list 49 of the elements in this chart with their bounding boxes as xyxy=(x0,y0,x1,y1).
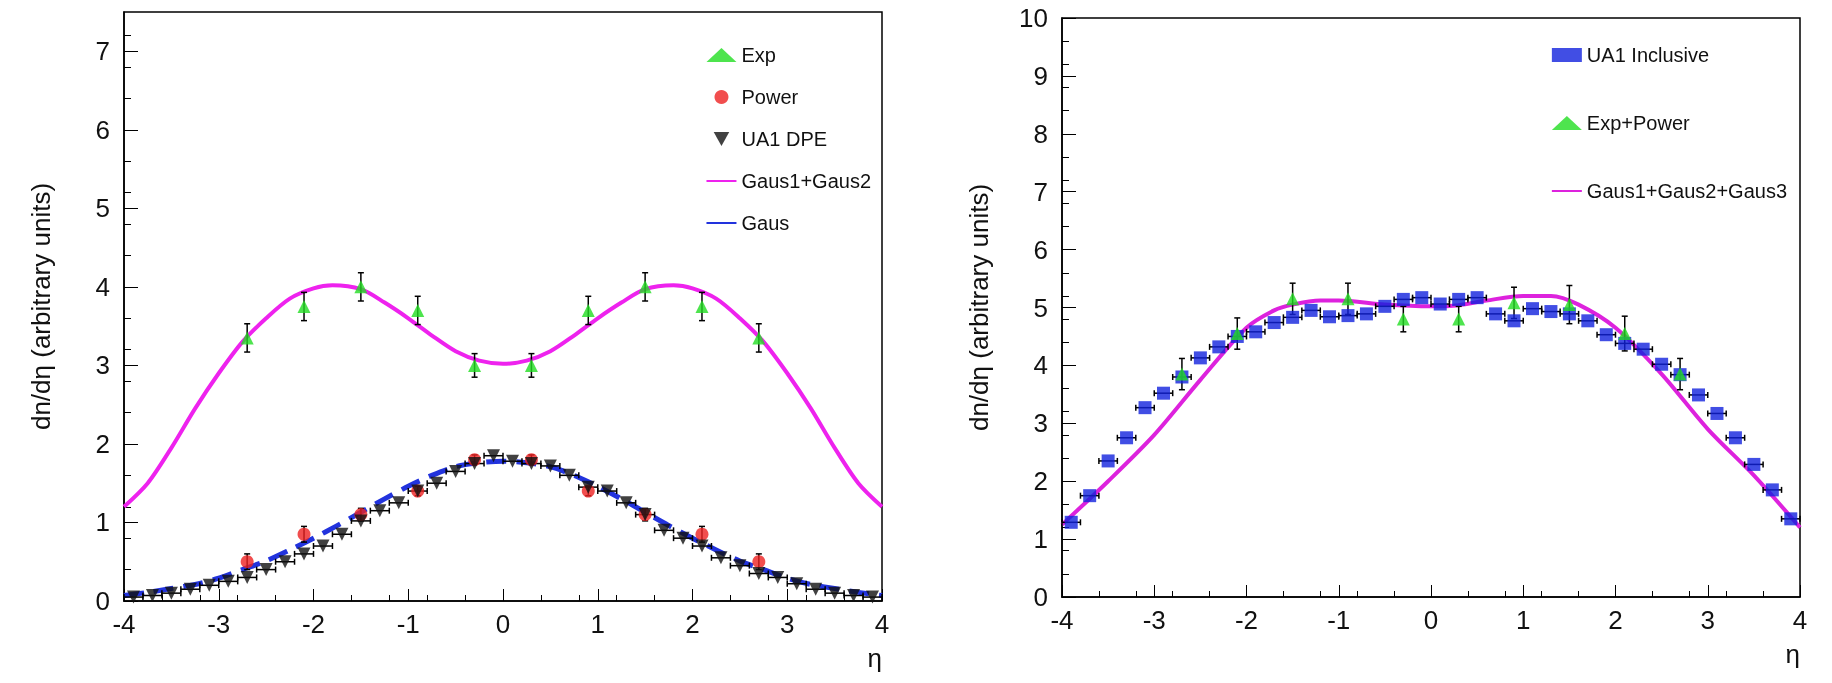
y-tick-label: 0 xyxy=(1033,582,1048,612)
y-tick-label: 2 xyxy=(1033,466,1048,497)
y-tick-label: 6 xyxy=(95,114,110,145)
x-tick-label: -3 xyxy=(1142,605,1166,635)
legend-label: UA1 Inclusive xyxy=(1586,44,1710,66)
x-tick-label: 4 xyxy=(874,609,890,639)
x-tick-label: 3 xyxy=(1700,605,1715,635)
y-tick-label: 8 xyxy=(1033,118,1048,149)
x-tick-label: -4 xyxy=(112,609,136,639)
y-tick-label: 5 xyxy=(1033,292,1048,323)
y-tick-label: 7 xyxy=(95,36,110,67)
x-axis-title: η xyxy=(1785,639,1800,669)
legend-label: Exp+Power xyxy=(1586,112,1691,134)
y-tick-label: 4 xyxy=(1033,350,1048,381)
x-axis-title: η xyxy=(867,643,882,673)
y-tick-label: 2 xyxy=(95,428,110,459)
legend-label: Power xyxy=(741,86,799,108)
y-axis-title: dn/dη (arbitrary units) xyxy=(26,182,56,431)
x-tick-label: 4 xyxy=(1792,605,1808,635)
x-tick-label: 1 xyxy=(590,609,605,639)
x-tick-label: 3 xyxy=(780,609,795,639)
y-tick-label: 3 xyxy=(95,350,110,381)
x-tick-label: 2 xyxy=(1608,605,1623,635)
y-axis-title: dn/dη (arbitrary units) xyxy=(964,183,994,432)
y-tick-label: 3 xyxy=(1033,408,1048,439)
y-tick-label: 10 xyxy=(1019,3,1048,33)
x-tick-label: -1 xyxy=(396,609,420,639)
x-tick-label: 0 xyxy=(1423,605,1439,635)
x-tick-label: -3 xyxy=(207,609,231,639)
y-tick-label: 1 xyxy=(95,507,110,538)
x-tick-label: -2 xyxy=(1234,605,1259,635)
x-tick-label: -2 xyxy=(301,609,326,639)
x-tick-label: 1 xyxy=(1516,605,1531,635)
legend-label: UA1 DPE xyxy=(741,128,828,150)
legend-label: Gaus1+Gaus2+Gaus3 xyxy=(1586,180,1787,202)
legend-label: Gaus xyxy=(741,212,790,234)
y-tick-label: 9 xyxy=(1033,60,1048,91)
y-tick-label: 7 xyxy=(1033,176,1048,207)
x-tick-label: -4 xyxy=(1050,605,1074,635)
legend-label: Exp xyxy=(741,44,776,66)
y-tick-label: 5 xyxy=(95,193,110,224)
y-tick-label: 4 xyxy=(95,271,110,302)
y-tick-label: 0 xyxy=(95,586,110,616)
x-tick-label: -1 xyxy=(1327,605,1351,635)
y-tick-label: 6 xyxy=(1033,234,1048,265)
x-tick-label: 0 xyxy=(495,609,511,639)
legend-label: Gaus1+Gaus2 xyxy=(741,170,871,192)
x-tick-label: 2 xyxy=(685,609,700,639)
y-tick-label: 1 xyxy=(1033,524,1048,555)
